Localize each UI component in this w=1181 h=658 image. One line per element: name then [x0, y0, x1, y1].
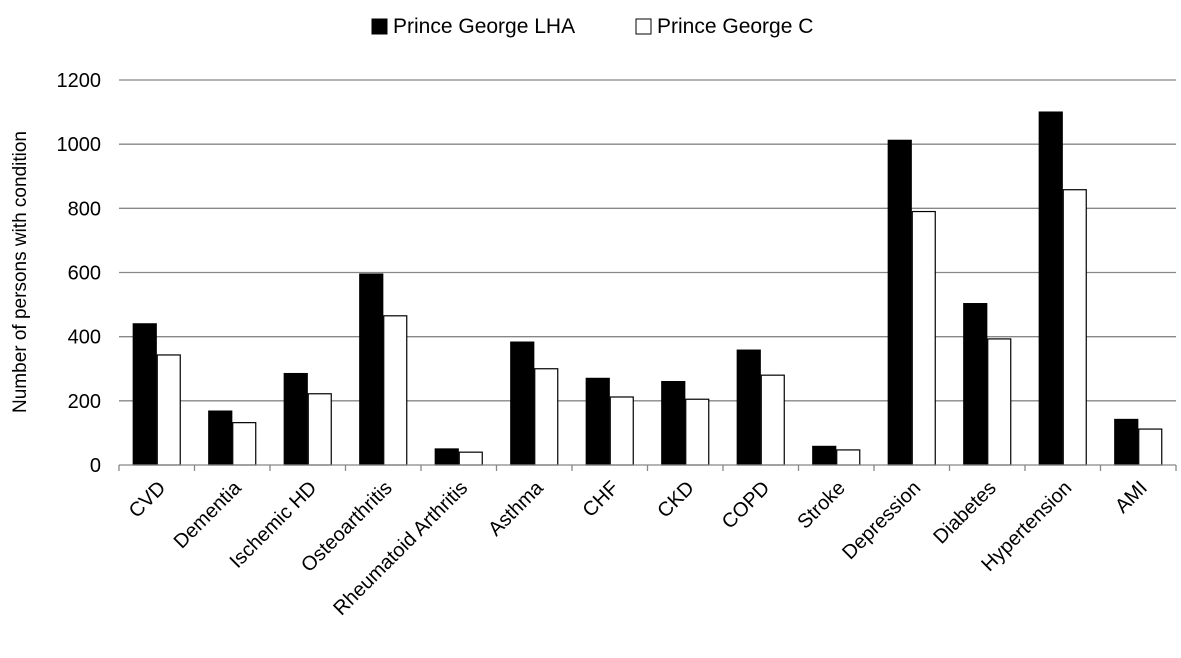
y-axis-label: Number of persons with condition	[10, 131, 31, 413]
bar-prince-george-lha-ischemic-hd	[283, 372, 308, 466]
bar-prince-george-c-ckd	[685, 398, 710, 466]
bar-prince-george-c-rheumatoid-arthritis	[458, 451, 483, 466]
bar-prince-george-lha-ami	[1114, 418, 1139, 466]
legend-label-prince-george-c: Prince George C	[657, 15, 813, 38]
x-tick-label-asthma: Asthma	[484, 476, 548, 540]
bar-prince-george-c-osteoarthritis	[383, 315, 408, 466]
legend-label-prince-george-lha: Prince George LHA	[393, 15, 575, 38]
x-tick-label-chf: CHF	[579, 477, 624, 522]
bar-prince-george-lha-dementia	[208, 410, 233, 466]
bar-prince-george-lha-hypertension	[1038, 111, 1063, 466]
bar-prince-george-lha-cvd	[132, 323, 157, 466]
bar-prince-george-c-hypertension	[1062, 189, 1087, 466]
bar-prince-george-c-dementia	[232, 422, 257, 466]
bar-prince-george-lha-ckd	[661, 380, 686, 466]
bars	[132, 111, 1163, 466]
x-tick-label-ami: AMI	[1111, 477, 1152, 518]
x-tick-label-dementia: Dementia	[170, 476, 247, 553]
y-tick-label: 600	[68, 263, 101, 285]
bar-prince-george-lha-diabetes	[963, 303, 988, 466]
x-axis	[118, 464, 1177, 471]
bar-prince-george-c-ischemic-hd	[307, 393, 332, 466]
bar-prince-george-c-depression	[911, 210, 936, 466]
x-tick-label-ckd: CKD	[653, 477, 698, 522]
y-tick-label: 400	[68, 327, 101, 349]
bar-prince-george-c-cvd	[156, 354, 181, 466]
bar-prince-george-lha-osteoarthritis	[359, 273, 384, 466]
bar-prince-george-c-diabetes	[987, 338, 1012, 466]
gridlines	[119, 79, 1176, 402]
y-tick-label: 0	[90, 455, 101, 477]
legend-swatch-prince-george-c	[635, 18, 652, 35]
x-tick-label-cvd: CVD	[125, 477, 170, 522]
bar-prince-george-c-stroke	[836, 449, 861, 466]
x-tick-label-rheumatoid-arthritis: Rheumatoid Arthritis	[329, 477, 472, 620]
legend-swatch-prince-george-lha	[371, 18, 388, 35]
x-tick-label-diabetes: Diabetes	[929, 477, 1000, 548]
y-tick-label: 200	[68, 391, 101, 413]
bar-prince-george-c-ami	[1138, 428, 1163, 466]
bar-prince-george-lha-asthma	[510, 341, 535, 466]
bar-prince-george-lha-chf	[585, 377, 610, 466]
bar-prince-george-lha-depression	[887, 139, 912, 466]
y-tick-label: 1200	[57, 70, 102, 92]
legend: Prince George LHA Prince George C	[371, 15, 813, 38]
bar-prince-george-lha-stroke	[812, 445, 837, 466]
bar-prince-george-c-chf	[609, 396, 634, 466]
bar-prince-george-c-copd	[760, 374, 785, 466]
y-tick-label: 1000	[57, 134, 102, 156]
bar-prince-george-lha-copd	[736, 349, 761, 466]
y-tick-label: 800	[68, 198, 101, 220]
x-tick-label-copd: COPD	[718, 477, 774, 533]
x-tick-label-stroke: Stroke	[793, 477, 849, 533]
bar-prince-george-c-asthma	[534, 368, 559, 466]
x-tick-label-depression: Depression	[838, 477, 925, 564]
y-axis-ticks: 0 200 400 600 800 1000 1200	[57, 70, 102, 477]
bar-prince-george-lha-rheumatoid-arthritis	[434, 448, 459, 466]
